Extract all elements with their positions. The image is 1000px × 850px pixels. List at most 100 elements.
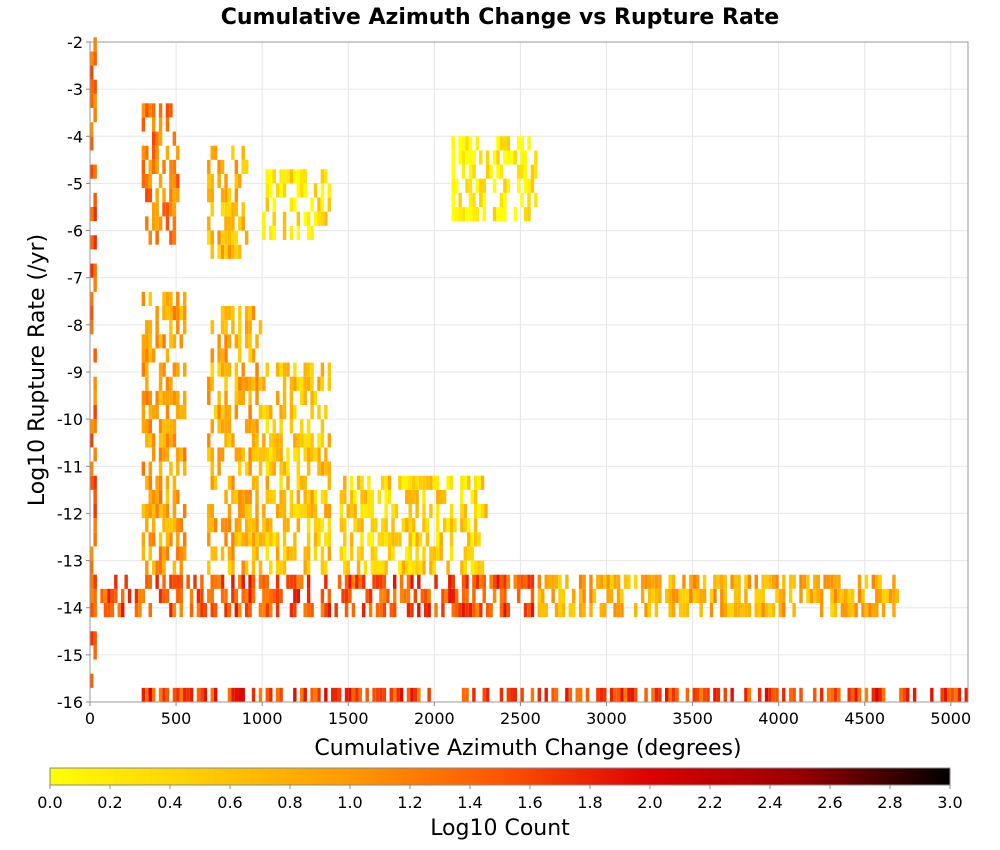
heatmap-cell — [492, 588, 497, 603]
heatmap-cell — [537, 574, 542, 589]
heatmap-cell — [871, 574, 876, 589]
heatmap-cell — [227, 244, 232, 259]
heatmap-cell — [389, 687, 393, 702]
heatmap-cell — [141, 362, 146, 377]
heatmap-cell — [306, 433, 311, 448]
heatmap-cell — [482, 207, 486, 222]
heatmap-cell — [468, 178, 473, 193]
heatmap-cell — [310, 376, 314, 391]
heatmap-cell — [324, 447, 328, 462]
heatmap-cell — [353, 504, 357, 519]
heatmap-cell — [169, 574, 173, 589]
heatmap-cell — [367, 532, 371, 547]
heatmap-cell — [475, 574, 480, 589]
heatmap-cell — [380, 532, 385, 547]
heatmap-cell — [90, 574, 94, 589]
heatmap-cell — [162, 159, 166, 174]
heatmap-cell — [158, 588, 163, 603]
heatmap-cell — [258, 376, 263, 391]
heatmap-cell — [592, 588, 597, 603]
x-tick-label: 4000 — [758, 709, 799, 728]
heatmap-cell — [485, 164, 490, 179]
y-tick-label: -14 — [57, 599, 83, 618]
heatmap-cell — [148, 159, 152, 174]
heatmap-cell — [465, 574, 469, 589]
heatmap-cell — [485, 150, 490, 165]
heatmap-cell — [213, 574, 218, 589]
heatmap-cell — [272, 225, 276, 240]
y-tick-label: -15 — [57, 646, 83, 665]
heatmap-cell — [819, 687, 824, 702]
heatmap-cell — [251, 376, 256, 391]
heatmap-cell — [558, 603, 562, 618]
heatmap-cell — [176, 518, 180, 533]
heatmap-cell — [499, 603, 504, 618]
heatmap-cell — [169, 461, 173, 476]
heatmap-cell — [620, 687, 624, 702]
colorbar-tick-label: 1.8 — [577, 793, 602, 812]
heatmap-cell — [282, 461, 287, 476]
heatmap-cell — [176, 687, 180, 702]
heatmap-cell — [451, 207, 455, 222]
heatmap-cell — [262, 532, 266, 547]
heatmap-cell — [506, 687, 511, 702]
heatmap-cell — [744, 603, 748, 618]
heatmap-cell — [244, 489, 249, 504]
heatmap-cell — [551, 588, 555, 603]
heatmap-cell — [162, 518, 166, 533]
heatmap-cell — [327, 461, 332, 476]
heatmap-cell — [262, 225, 266, 240]
heatmap-cell — [141, 504, 146, 519]
heatmap-cell — [716, 687, 721, 702]
heatmap-cell — [473, 504, 478, 519]
heatmap-cell — [384, 504, 388, 519]
heatmap-cell — [833, 588, 838, 603]
heatmap-cell — [200, 603, 204, 618]
heatmap-cell — [186, 687, 190, 702]
heatmap-cell — [303, 211, 307, 226]
heatmap-cell — [241, 532, 245, 547]
heatmap-cell — [158, 117, 163, 132]
heatmap-cell — [234, 230, 239, 245]
heatmap-cell — [227, 687, 232, 702]
heatmap-cell — [544, 687, 548, 702]
heatmap-cell — [439, 532, 443, 547]
heatmap-cell — [651, 687, 655, 702]
heatmap-cell — [231, 244, 235, 259]
heatmap-cell — [496, 136, 500, 151]
heatmap-cell — [503, 136, 507, 151]
heatmap-cell — [238, 174, 242, 189]
heatmap-cell — [387, 532, 392, 547]
heatmap-cell — [313, 504, 318, 519]
heatmap-cell — [477, 475, 481, 490]
heatmap-cell — [162, 560, 166, 575]
heatmap-cell — [148, 334, 152, 349]
heatmap-cell — [351, 687, 356, 702]
heatmap-cell — [606, 588, 610, 603]
heatmap-cell — [148, 188, 152, 203]
heatmap-cell — [265, 489, 270, 504]
heatmap-cell — [234, 518, 239, 533]
heatmap-cell — [313, 546, 318, 561]
heatmap-cell — [468, 150, 473, 165]
heatmap-cell — [172, 603, 177, 618]
heatmap-cell — [282, 518, 287, 533]
heatmap-cell — [892, 603, 896, 618]
heatmap-cell — [179, 574, 183, 589]
heatmap-cell — [289, 546, 294, 561]
heatmap-cell — [685, 603, 690, 618]
heatmap-cell — [238, 390, 242, 405]
heatmap-cell — [374, 546, 378, 561]
heatmap-cell — [337, 687, 342, 702]
heatmap-cell — [499, 687, 504, 702]
heatmap-cell — [248, 603, 252, 618]
heatmap-cell — [603, 603, 607, 618]
heatmap-cell — [520, 192, 524, 207]
heatmap-cell — [436, 504, 440, 519]
heatmap-cell — [90, 419, 94, 434]
heatmap-cell — [380, 560, 385, 575]
heatmap-cell — [356, 475, 361, 490]
heatmap-cell — [241, 376, 245, 391]
heatmap-cell — [248, 461, 252, 476]
heatmap-cell — [454, 588, 459, 603]
